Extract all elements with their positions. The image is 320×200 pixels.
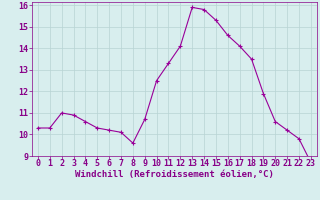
- X-axis label: Windchill (Refroidissement éolien,°C): Windchill (Refroidissement éolien,°C): [75, 170, 274, 179]
